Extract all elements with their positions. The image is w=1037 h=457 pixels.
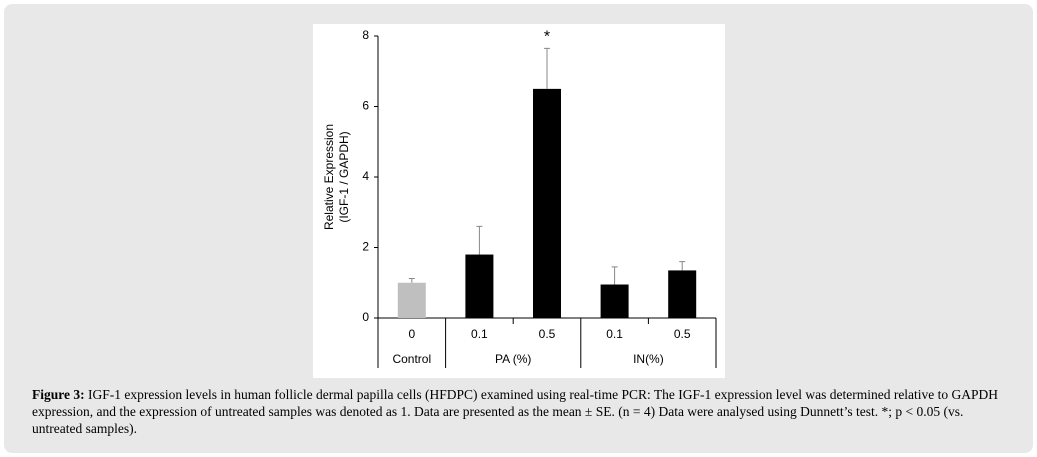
y-tick-label: 2 bbox=[362, 240, 369, 254]
x-tick-label: 0.1 bbox=[471, 327, 488, 341]
chart: Relative Expression (IGF-1 / GAPDH) 0 2 4 6… bbox=[313, 24, 725, 378]
group-label: Control bbox=[392, 352, 431, 366]
error-bar bbox=[679, 261, 686, 271]
y-tick-label: 0 bbox=[362, 310, 369, 324]
bar bbox=[533, 88, 561, 318]
group-label: IN(%) bbox=[633, 352, 664, 366]
y-tick-label: 4 bbox=[362, 169, 369, 183]
error-bar bbox=[544, 47, 550, 89]
caption-label: Figure 3: bbox=[32, 387, 85, 402]
caption: Figure 3: IGF-1 expression levels in hum… bbox=[32, 386, 1012, 437]
y-tick-label: 8 bbox=[362, 28, 369, 42]
x-tick-label: 0.5 bbox=[539, 327, 556, 341]
bar bbox=[668, 270, 697, 318]
y-axis-label: (IGF-1 / GAPDH) bbox=[337, 131, 351, 222]
y-tick-label: 6 bbox=[362, 99, 369, 113]
bar bbox=[465, 254, 494, 318]
y-axis-label: Relative Expression bbox=[322, 124, 336, 230]
bar bbox=[397, 282, 426, 318]
x-tick-label: 0 bbox=[408, 327, 415, 341]
x-tick-label: 0.5 bbox=[674, 327, 691, 341]
significance-mark: * bbox=[544, 29, 550, 46]
error-bar bbox=[476, 225, 483, 255]
error-bar bbox=[611, 266, 618, 285]
bar bbox=[600, 284, 629, 318]
chart-background bbox=[313, 24, 725, 378]
error-bar bbox=[408, 278, 415, 283]
group-label: PA (%) bbox=[495, 352, 531, 366]
caption-text: IGF-1 expression levels in human follicl… bbox=[32, 387, 999, 436]
x-tick-label: 0.1 bbox=[606, 327, 623, 341]
